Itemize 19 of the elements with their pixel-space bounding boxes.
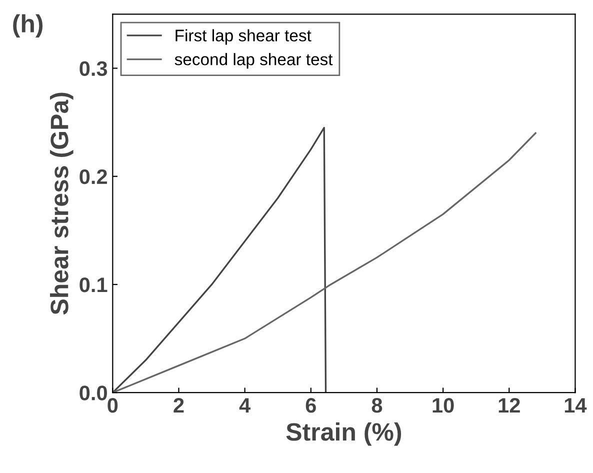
legend-label: second lap shear test bbox=[174, 53, 333, 69]
x-tick-label: 2 bbox=[174, 398, 184, 413]
y-tick-label: 0.0 bbox=[80, 386, 107, 400]
x-tick-label: 6 bbox=[306, 398, 316, 413]
legend-label: First lap shear test bbox=[176, 29, 312, 45]
y-tick-label: 0.1 bbox=[80, 277, 108, 292]
x-tick-label: 0 bbox=[108, 398, 118, 413]
line-series bbox=[112, 126, 327, 393]
y-tick-label: 0.2 bbox=[80, 169, 107, 184]
chart-title: (h) bbox=[13, 14, 43, 38]
y-axis-title: Shear stress (GPa) bbox=[50, 92, 74, 315]
y-tick-label: 0.3 bbox=[80, 61, 108, 76]
x-tick-label: 12 bbox=[498, 398, 520, 413]
x-tick-label: 4 bbox=[239, 398, 251, 413]
x-axis-title: Strain (%) bbox=[286, 422, 402, 446]
x-tick-label: 14 bbox=[564, 398, 587, 413]
x-tick-label: 10 bbox=[432, 398, 454, 413]
x-tick-label: 8 bbox=[372, 398, 382, 413]
line-series bbox=[112, 132, 536, 393]
